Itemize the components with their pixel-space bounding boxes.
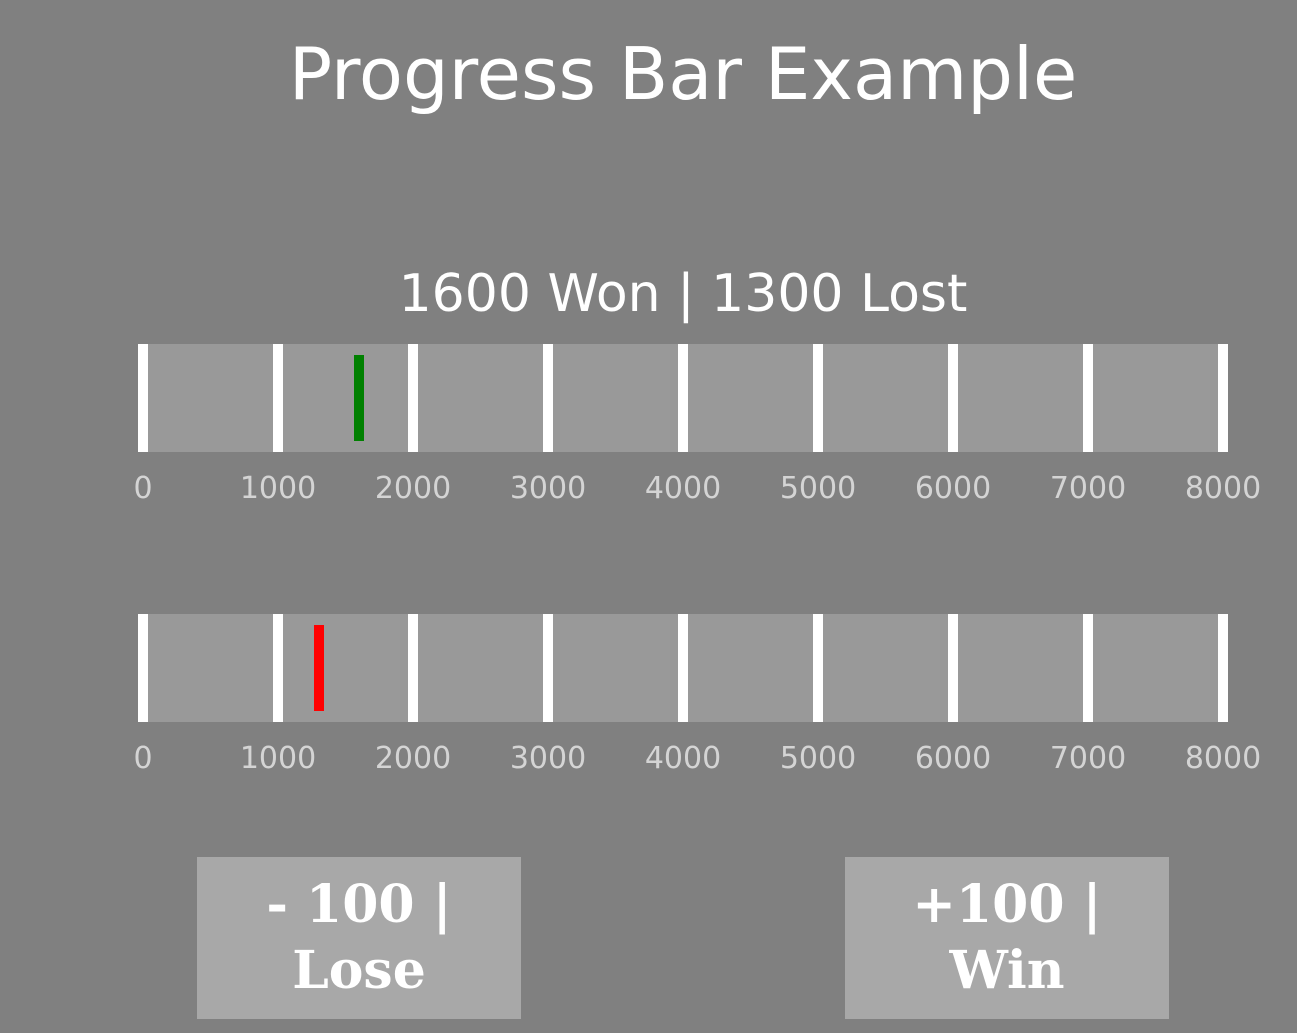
- scale-label-1000: 1000: [239, 741, 317, 776]
- scale-label-2000: 2000: [374, 741, 452, 776]
- scale-label-6000: 6000: [914, 741, 992, 776]
- scale-label-4000: 4000: [644, 741, 722, 776]
- lost-value-marker: [313, 625, 324, 711]
- lose-button[interactable]: - 100 | Lose: [197, 857, 521, 1019]
- scale-tick-2000: [408, 614, 418, 722]
- scale-label-1000: 1000: [239, 471, 317, 506]
- scale-tick-4000: [678, 344, 688, 452]
- scale-label-0: 0: [133, 471, 153, 506]
- scale-tick-5000: [813, 344, 823, 452]
- scale-label-3000: 3000: [509, 741, 587, 776]
- scale-tick-1000: [273, 614, 283, 722]
- scale-tick-7000: [1083, 614, 1093, 722]
- scale-tick-5000: [813, 614, 823, 722]
- won-progress-bar: [138, 344, 1228, 452]
- scale-tick-1000: [273, 344, 283, 452]
- won-bar-scale-labels: 0 1000 2000 3000 4000 5000 6000 7000 8000: [133, 471, 1261, 514]
- scale-label-8000: 8000: [1184, 471, 1262, 506]
- scale-tick-3000: [543, 344, 553, 452]
- scale-tick-7000: [1083, 344, 1093, 452]
- scale-tick-8000: [1218, 614, 1228, 722]
- scale-tick-8000: [1218, 344, 1228, 452]
- scale-tick-6000: [948, 344, 958, 452]
- scale-label-7000: 7000: [1049, 741, 1127, 776]
- scale-tick-6000: [948, 614, 958, 722]
- scale-tick-0: [138, 614, 148, 722]
- scale-tick-2000: [408, 344, 418, 452]
- page-title: Progress Bar Example: [288, 32, 1078, 116]
- scale-label-3000: 3000: [509, 471, 587, 506]
- scale-tick-3000: [543, 614, 553, 722]
- lose-button-amount: - 100 |: [266, 874, 452, 935]
- scale-label-2000: 2000: [374, 471, 452, 506]
- scale-label-6000: 6000: [914, 471, 992, 506]
- win-button-label: Win: [949, 940, 1065, 1001]
- scale-label-8000: 8000: [1184, 741, 1262, 776]
- win-loss-status: 1600 Won | 1300 Lost: [398, 264, 968, 324]
- scale-label-5000: 5000: [779, 471, 857, 506]
- scale-tick-0: [138, 344, 148, 452]
- scale-label-5000: 5000: [779, 741, 857, 776]
- scale-tick-4000: [678, 614, 688, 722]
- lose-button-label: Lose: [292, 940, 426, 1001]
- won-value-marker: [354, 355, 364, 441]
- lost-progress-bar: [138, 614, 1228, 722]
- win-button[interactable]: +100 | Win: [845, 857, 1169, 1019]
- scale-label-0: 0: [133, 741, 153, 776]
- scale-label-4000: 4000: [644, 471, 722, 506]
- scale-label-7000: 7000: [1049, 471, 1127, 506]
- lost-bar-scale-labels: 0 1000 2000 3000 4000 5000 6000 7000 8000: [133, 741, 1261, 784]
- win-button-amount: +100 |: [912, 874, 1102, 935]
